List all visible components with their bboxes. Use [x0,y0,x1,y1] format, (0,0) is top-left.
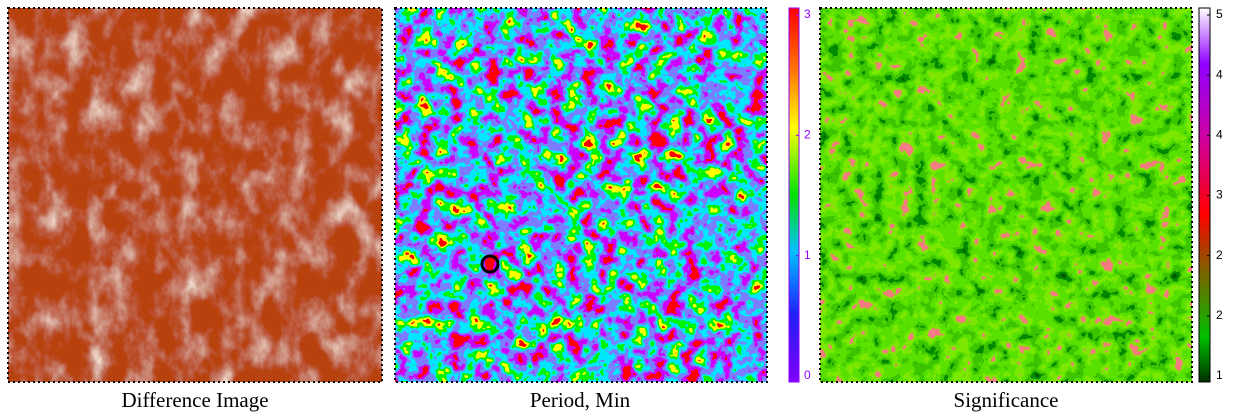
caption: Period, Min [530,388,631,412]
difference-image [8,8,382,382]
frame [7,7,383,383]
colorbar-tick-label: 4 [1216,128,1223,142]
caption: Difference Image [121,388,268,412]
marker-circle [480,254,500,274]
frame [819,7,1193,383]
colorbar-tick-label: 2 [1216,248,1223,262]
colorbar-tick-label: 1 [804,248,811,262]
colorbar [788,7,800,383]
colorbar-tick-label: 0 [804,368,811,382]
colorbar-tick-label: 4 [1216,67,1223,81]
colorbar-tick-label: 5 [1216,7,1223,21]
colorbar-tick-label: 3 [804,7,811,21]
period-image [395,8,767,382]
colorbar-tick-label: 2 [1216,308,1223,322]
colorbar-tick-label: 3 [1216,188,1223,202]
significance-image [820,8,1192,382]
frame [394,7,768,383]
caption: Significance [954,388,1059,412]
colorbar-tick-label: 2 [804,128,811,142]
colorbar-tick-label: 1 [1216,368,1223,382]
